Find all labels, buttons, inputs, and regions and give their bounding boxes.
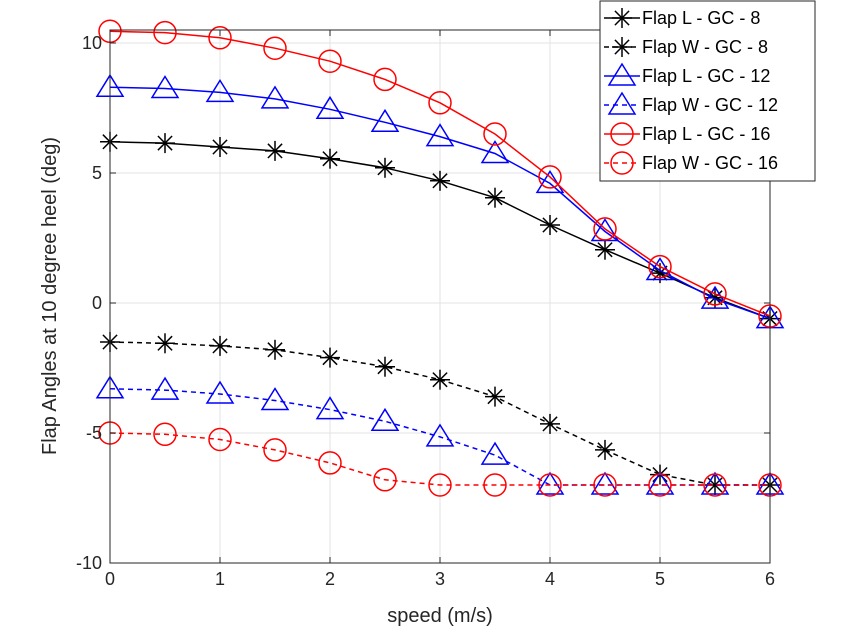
data-point bbox=[263, 36, 287, 60]
data-point bbox=[485, 386, 505, 407]
data-point bbox=[428, 473, 452, 497]
data-point bbox=[595, 439, 615, 460]
x-tick-label: 2 bbox=[325, 569, 335, 589]
data-point bbox=[425, 123, 455, 147]
data-point bbox=[210, 137, 230, 157]
data-point bbox=[700, 471, 730, 495]
series-line bbox=[109, 432, 770, 486]
x-tick-label: 3 bbox=[435, 569, 445, 589]
data-point bbox=[370, 407, 400, 432]
data-point bbox=[648, 473, 672, 497]
data-point bbox=[425, 423, 455, 447]
x-tick-label: 0 bbox=[105, 569, 115, 589]
series-line bbox=[109, 30, 771, 317]
legend: Flap L - GC - 8 Flap W - GC - 8 Flap L - G… bbox=[599, 0, 816, 182]
y-axis-label: Flap Angles at 10 degree heel (deg) bbox=[39, 137, 61, 455]
data-point bbox=[480, 441, 510, 465]
data-point bbox=[260, 85, 290, 109]
data-point bbox=[318, 49, 342, 73]
legend-box bbox=[599, 0, 816, 182]
y-tick-label: 10 bbox=[82, 33, 102, 53]
series-5 bbox=[98, 19, 782, 328]
data-point bbox=[155, 133, 175, 154]
data-point bbox=[320, 148, 340, 169]
data-point bbox=[155, 333, 175, 354]
data-point bbox=[540, 215, 560, 235]
data-point bbox=[210, 335, 230, 356]
legend-marker bbox=[610, 122, 634, 146]
data-point bbox=[540, 413, 560, 434]
legend-item-label: Flap L - GC - 16 bbox=[642, 124, 770, 144]
data-point bbox=[648, 254, 672, 279]
data-point bbox=[375, 157, 395, 178]
data-point bbox=[315, 396, 345, 420]
data-point bbox=[265, 339, 285, 360]
data-point bbox=[318, 451, 342, 475]
data-point bbox=[593, 217, 617, 241]
data-point bbox=[430, 170, 450, 191]
series-line bbox=[109, 388, 770, 486]
data-point bbox=[703, 473, 727, 497]
y-tick-label: -10 bbox=[76, 553, 102, 573]
data-point bbox=[370, 108, 400, 133]
x-tick-label: 1 bbox=[215, 569, 225, 589]
data-point bbox=[260, 387, 290, 411]
legend-marker bbox=[612, 37, 632, 57]
data-point bbox=[538, 473, 562, 497]
data-point bbox=[150, 75, 180, 99]
data-point bbox=[428, 91, 452, 115]
data-point bbox=[535, 169, 565, 194]
data-point bbox=[645, 471, 675, 495]
data-point bbox=[535, 471, 565, 495]
data-point bbox=[263, 438, 287, 462]
x-tick-label: 6 bbox=[765, 569, 775, 589]
axis-ticks: 0 1 2 3 4 5 6 -10 -5 0 5 10 bbox=[76, 30, 775, 589]
data-point bbox=[373, 468, 397, 492]
y-tick-label: 5 bbox=[92, 163, 102, 183]
data-point bbox=[483, 473, 507, 497]
legend-item-label: Flap W - GC - 16 bbox=[642, 153, 778, 173]
legend-marker bbox=[607, 91, 637, 115]
legend-marker bbox=[612, 8, 632, 28]
y-tick-label: -5 bbox=[86, 423, 102, 443]
legend-item-label: Flap W - GC - 12 bbox=[642, 95, 778, 115]
data-point bbox=[483, 122, 507, 146]
legend-item-label: Flap W - GC - 8 bbox=[642, 37, 768, 57]
data-point bbox=[153, 422, 177, 447]
x-tick-label: 5 bbox=[655, 569, 665, 589]
legend-item-label: Flap L - GC - 12 bbox=[642, 66, 770, 86]
data-point bbox=[595, 239, 615, 260]
legend-marker bbox=[607, 62, 637, 86]
data-point bbox=[430, 369, 450, 390]
x-tick-label: 4 bbox=[545, 569, 555, 589]
legend-marker bbox=[610, 151, 634, 175]
data-point bbox=[480, 140, 510, 164]
data-point bbox=[153, 20, 177, 45]
series-6 bbox=[98, 421, 782, 497]
data-point bbox=[590, 471, 620, 495]
data-point bbox=[150, 376, 180, 400]
data-point bbox=[485, 187, 505, 208]
data-point bbox=[205, 380, 235, 404]
data-point bbox=[593, 473, 617, 497]
data-point bbox=[315, 95, 345, 120]
x-axis-label: speed (m/s) bbox=[387, 605, 493, 627]
data-point bbox=[265, 140, 285, 161]
data-point bbox=[205, 78, 235, 103]
data-point bbox=[703, 282, 727, 306]
data-point bbox=[538, 165, 562, 189]
data-point bbox=[208, 26, 232, 50]
data-point bbox=[373, 67, 397, 92]
data-point bbox=[208, 427, 232, 452]
series-line bbox=[109, 86, 771, 320]
data-point bbox=[320, 347, 340, 368]
data-point bbox=[700, 285, 730, 309]
y-tick-label: 0 bbox=[92, 293, 102, 313]
legend-item-label: Flap L - GC - 8 bbox=[642, 8, 760, 28]
data-point bbox=[375, 356, 395, 377]
